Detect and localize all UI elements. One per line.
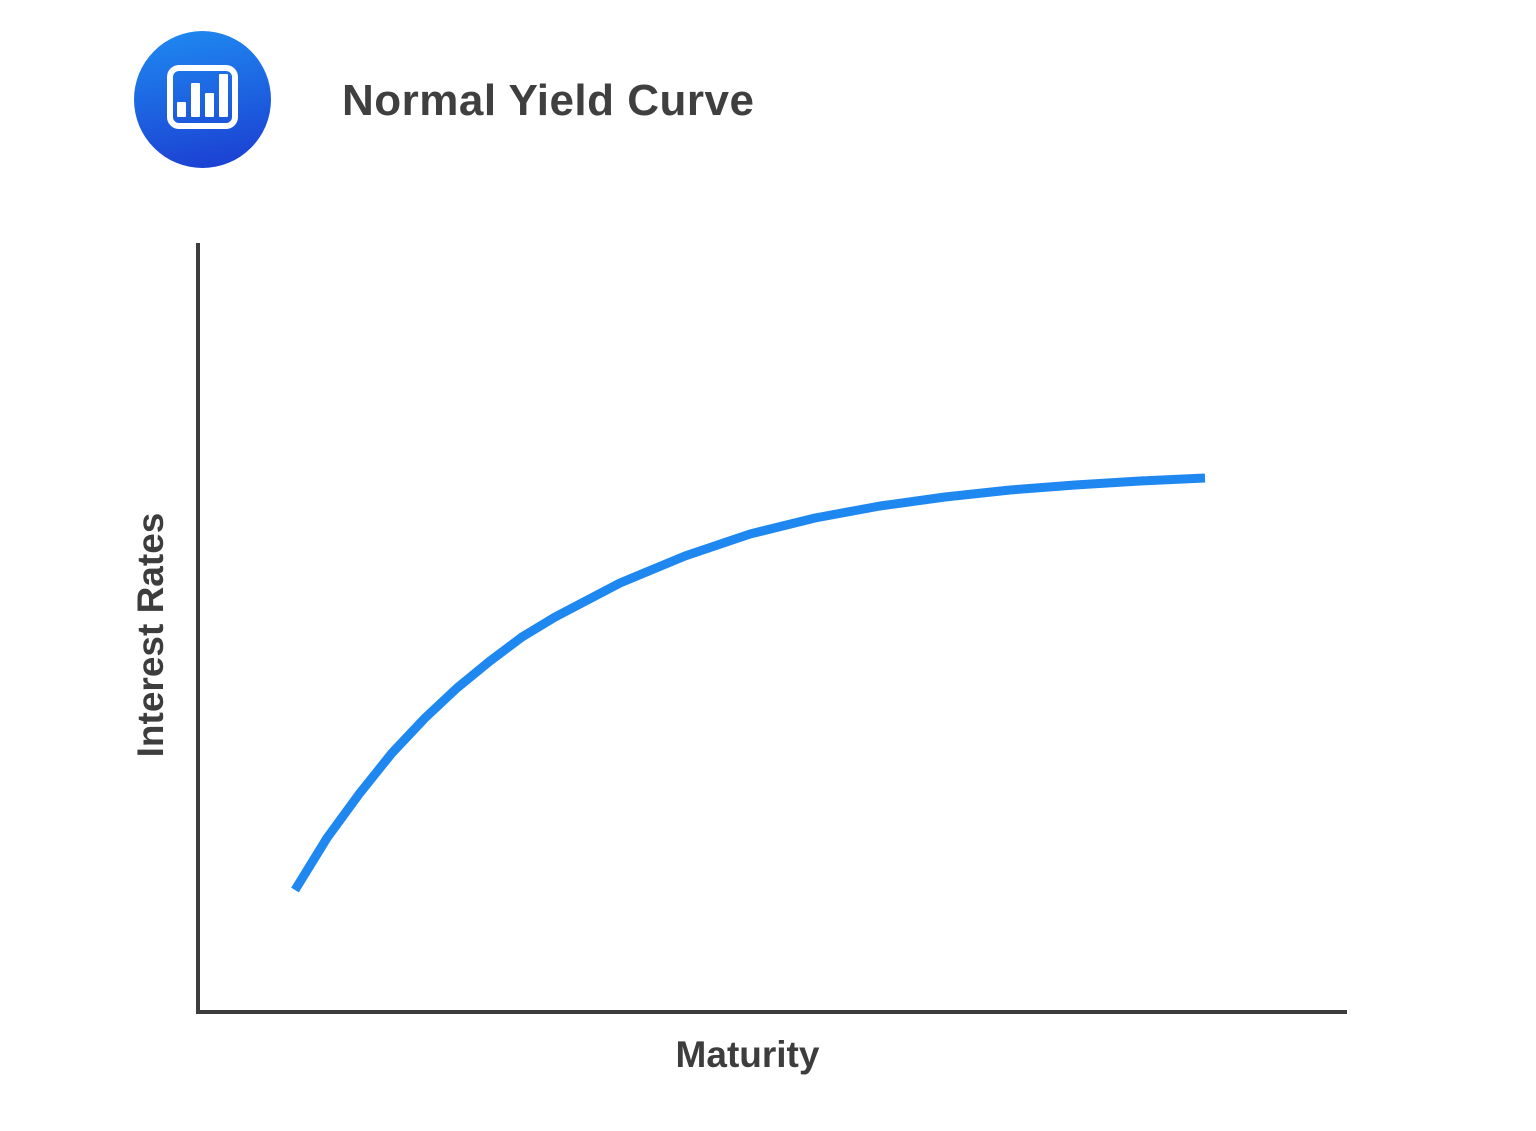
bar-chart-icon-frame: [167, 65, 238, 129]
bar-chart-icon-bar: [191, 83, 200, 117]
x-axis-label: Maturity: [675, 1034, 820, 1075]
bar-chart-icon-bar: [219, 74, 228, 117]
bar-chart-icon: [134, 31, 271, 168]
bar-chart-icon-bar: [205, 93, 214, 117]
page-title: Normal Yield Curve: [342, 76, 755, 125]
axes: [196, 243, 1347, 1014]
bar-chart-icon-bar: [177, 102, 186, 117]
yield-curve-line: [291, 473, 1206, 893]
y-axis-label: Interest Rates: [130, 512, 171, 758]
